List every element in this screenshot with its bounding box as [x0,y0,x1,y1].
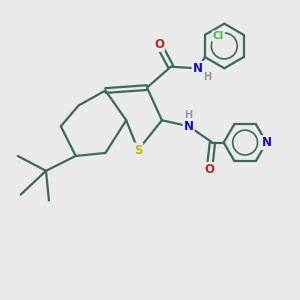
Text: O: O [204,163,214,176]
Text: H: H [203,72,211,82]
Text: N: N [262,136,272,149]
Text: Cl: Cl [213,31,224,41]
Text: N: N [184,120,194,133]
Text: H: H [184,110,193,120]
Text: N: N [193,62,202,75]
Text: S: S [134,143,142,157]
Text: O: O [154,38,164,51]
